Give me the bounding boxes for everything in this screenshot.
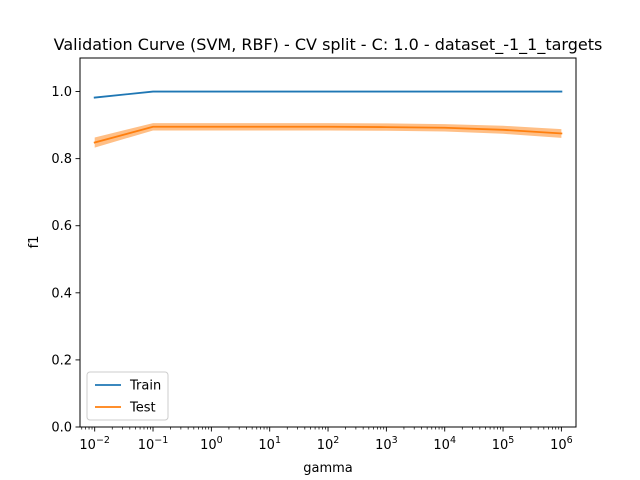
y-tick-label: 1.0 bbox=[51, 85, 72, 100]
plot-area: 10−2 10−1 100 101 102 103 104 105 106 0.0 0.2 0.4 0.… bbox=[51, 57, 577, 453]
x-axis-label: gamma bbox=[303, 461, 353, 476]
x-tick-label: 100 bbox=[200, 435, 223, 453]
x-tick-label: 10−1 bbox=[138, 435, 169, 453]
legend-label-test: Test bbox=[129, 401, 156, 416]
x-tick-label: 103 bbox=[375, 435, 398, 453]
y-tick-label: 0.4 bbox=[51, 286, 72, 301]
y-axis-label: f1 bbox=[27, 236, 42, 249]
chart-title: Validation Curve (SVM, RBF) - CV split -… bbox=[54, 35, 603, 55]
y-tick-label: 0.8 bbox=[51, 152, 72, 167]
x-tick-label: 104 bbox=[433, 435, 456, 453]
x-tick-label: 101 bbox=[258, 435, 281, 453]
train-series-line bbox=[93, 90, 563, 99]
legend: Train Test bbox=[86, 371, 169, 421]
legend-box bbox=[86, 371, 169, 421]
y-tick-label: 0.0 bbox=[51, 421, 72, 436]
x-tick-label: 10−2 bbox=[79, 435, 110, 453]
test-confidence-band bbox=[94, 123, 562, 148]
legend-label-train: Train bbox=[129, 379, 161, 394]
test-series-line bbox=[93, 125, 563, 144]
x-tick-label: 102 bbox=[317, 435, 340, 453]
y-tick-label: 0.2 bbox=[51, 353, 72, 368]
x-tick-label: 105 bbox=[492, 435, 515, 453]
y-tick-label: 0.6 bbox=[51, 219, 72, 234]
x-tick-label: 106 bbox=[550, 435, 573, 453]
